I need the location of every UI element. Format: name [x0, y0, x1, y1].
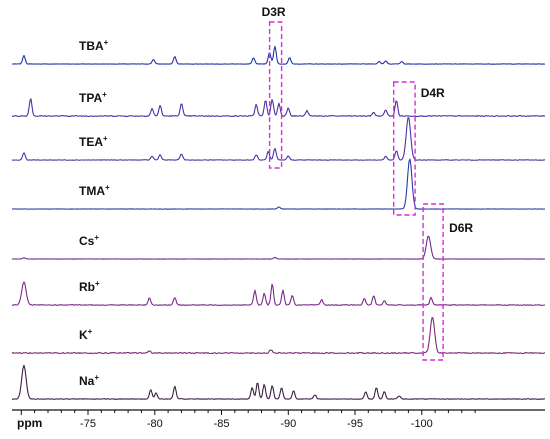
spectra-group — [11, 45, 546, 400]
region-label-d3r: D3R — [262, 5, 286, 19]
region-annotations-group: D3R D4R D6R — [262, 5, 473, 361]
series-label-rb: Rb+ — [79, 279, 100, 294]
spectrum-line-cs — [11, 235, 546, 260]
spectrum-line-k — [11, 317, 546, 355]
series-label-tpa: TPA+ — [79, 90, 107, 105]
x-tick-label: -80 — [147, 418, 163, 430]
series-label-tma: TMA+ — [79, 183, 110, 198]
x-axis-unit-label: ppm — [17, 416, 42, 430]
region-box-d6r — [422, 203, 444, 361]
region-box-d4r — [393, 81, 416, 216]
spectrum-line-rb — [11, 281, 546, 306]
spectrum-line-tpa — [11, 98, 546, 117]
spectrum-line-tba — [11, 45, 546, 65]
region-box-d3r — [268, 21, 283, 169]
series-label-k: K+ — [79, 327, 93, 342]
spectrum-line-tma — [11, 158, 546, 210]
x-tick-label: -90 — [280, 418, 296, 430]
series-label-tea: TEA+ — [79, 134, 108, 149]
x-tick-label: -100 — [411, 418, 433, 430]
series-label-na: Na+ — [79, 373, 99, 388]
x-tick-label: -85 — [214, 418, 230, 430]
x-axis: ppm -75 -80 -85 -90 -95 -100 — [12, 409, 545, 430]
region-label-d4r: D4R — [421, 86, 445, 100]
series-labels-group: TBA+ TPA+ TEA+ TMA+ Cs+ Rb+ K+ Na+ — [79, 38, 110, 388]
series-label-cs: Cs+ — [79, 233, 99, 248]
x-tick-label: -95 — [347, 418, 363, 430]
spectrum-line-tea — [11, 117, 546, 161]
region-label-d6r: D6R — [449, 221, 473, 235]
x-tick-label: -75 — [80, 418, 96, 430]
spectrum-line-na — [11, 364, 546, 400]
series-label-tba: TBA+ — [79, 38, 109, 53]
